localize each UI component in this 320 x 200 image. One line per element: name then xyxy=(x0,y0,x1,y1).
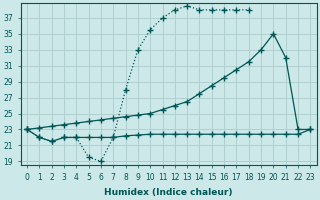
X-axis label: Humidex (Indice chaleur): Humidex (Indice chaleur) xyxy=(104,188,233,197)
